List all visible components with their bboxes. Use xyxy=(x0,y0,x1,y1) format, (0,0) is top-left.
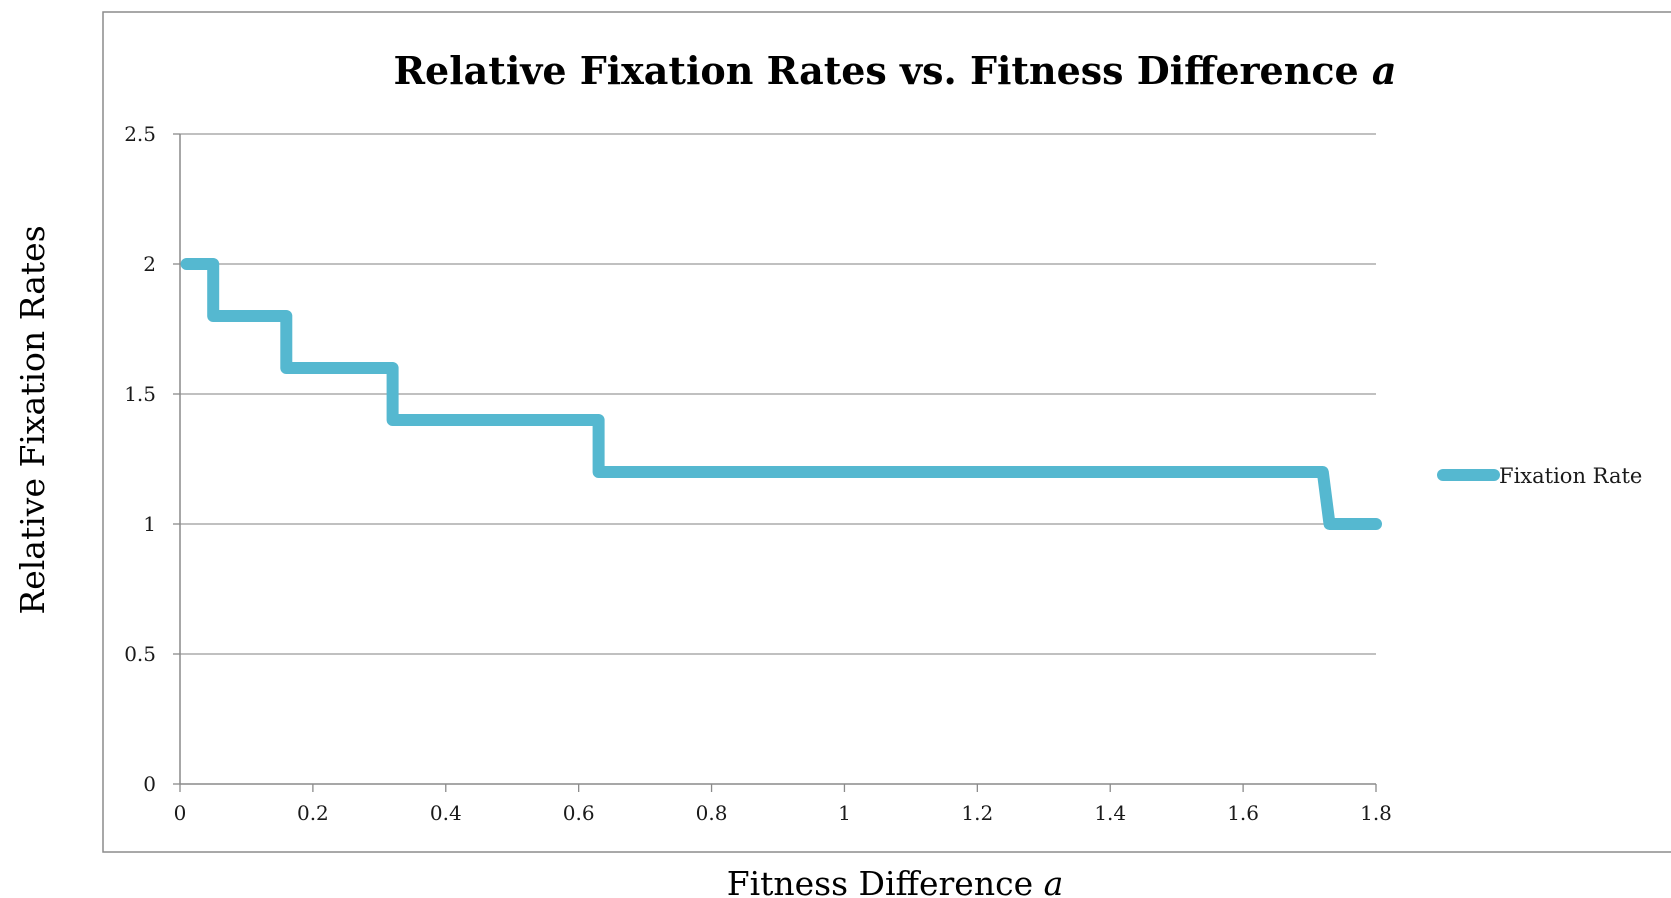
gridlines xyxy=(180,133,1376,655)
legend-label-fixation-rate: Fixation Rate xyxy=(1499,464,1642,488)
x-tick-label: 0.8 xyxy=(696,801,728,825)
chart-title: Relative Fixation Rates vs. Fitness Diff… xyxy=(393,48,1396,93)
x-tick-label: 1.2 xyxy=(961,801,993,825)
y-tick-label: 2 xyxy=(143,252,156,276)
y-tick-label: 0 xyxy=(143,772,156,796)
x-tick-label: 1 xyxy=(838,801,851,825)
y-axis-title: Relative Fixation Rates xyxy=(13,225,52,614)
series-layer xyxy=(180,258,1382,530)
x-axis-title-text: Fitness Difference xyxy=(727,864,1033,898)
x-tick-label: 0 xyxy=(174,801,187,825)
y-tick-label: 1 xyxy=(143,512,156,536)
x-tick-label: 1.8 xyxy=(1360,801,1392,825)
x-tick-label: 1.6 xyxy=(1227,801,1259,825)
x-tick-label: 0.4 xyxy=(430,801,462,825)
x-axis-title: Fitness Difference a xyxy=(727,864,1064,898)
y-tick-label: 2.5 xyxy=(124,122,156,146)
axes xyxy=(173,133,1377,792)
chart-frame xyxy=(102,11,1671,853)
tick-labels: 0 0.5 1 1.5 2 2.5 0 0.2 0.4 0.6 0.8 1 1.2 1.4 1.6 1.8 xyxy=(124,122,1392,825)
y-tick-label: 0.5 xyxy=(124,642,156,666)
x-tick-label: 0.6 xyxy=(563,801,595,825)
y-tick-label: 1.5 xyxy=(124,382,156,406)
series-line-fixation-rate xyxy=(180,258,1382,530)
chart-title-text: Relative Fixation Rates vs. Fitness Diff… xyxy=(393,48,1358,93)
x-tick-label: 1.4 xyxy=(1094,801,1126,825)
x-tick-label: 0.2 xyxy=(297,801,329,825)
x-axis-title-variable: a xyxy=(1044,864,1064,898)
chart-title-variable: a xyxy=(1372,48,1397,93)
legend: Fixation Rate xyxy=(1437,464,1642,488)
